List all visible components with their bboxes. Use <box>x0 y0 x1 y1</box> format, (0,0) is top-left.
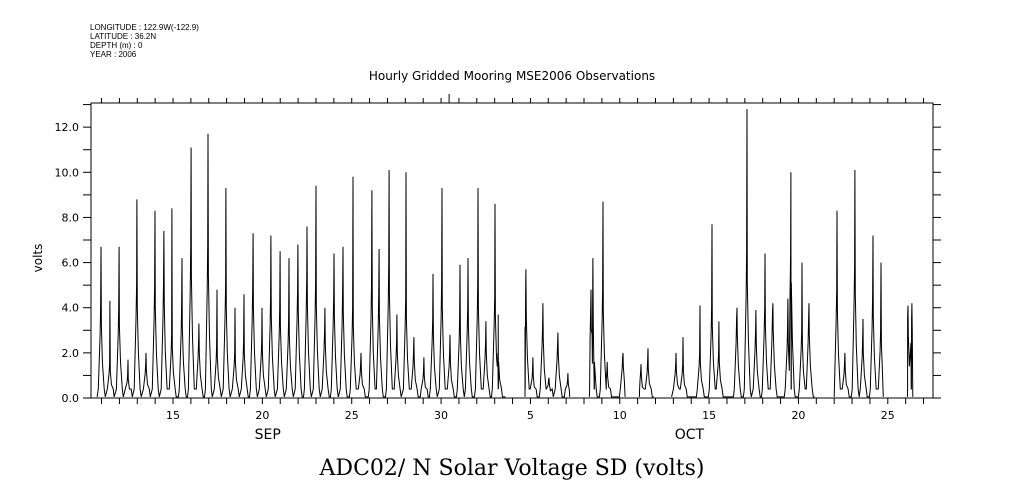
data-line-segment <box>671 109 815 398</box>
y-tick-label: 4.0 <box>62 302 80 315</box>
x-tick-label: 15 <box>702 409 716 422</box>
latitude-label: LATITUDE : 36.2N <box>90 32 156 41</box>
year-label: YEAR : 2006 <box>90 50 137 59</box>
data-line-segment <box>96 133 506 398</box>
longitude-label: LONGITUDE : 122.9W(-122.9) <box>90 23 199 32</box>
data-line-segment <box>524 269 571 398</box>
month-label: SEP <box>255 427 281 443</box>
y-tick-label: 8.0 <box>62 211 80 224</box>
y-tick-label: 12.0 <box>55 121 80 134</box>
data-line-segment <box>638 348 654 398</box>
data-line-segment <box>588 201 626 398</box>
data-line-segment <box>906 303 914 397</box>
data-line-segment <box>833 169 884 398</box>
x-tick-label: 25 <box>345 409 359 422</box>
x-tick-label: 10 <box>613 409 627 422</box>
y-tick-label: 0.0 <box>62 392 80 405</box>
y-tick-label: 2.0 <box>62 347 80 360</box>
x-tick-label: 20 <box>255 409 269 422</box>
x-tick-label: 30 <box>434 409 448 422</box>
depth-label: DEPTH (m) : 0 <box>90 41 143 50</box>
x-tick-label: 5 <box>527 409 534 422</box>
x-axis-title: ADC02/ N Solar Voltage SD (volts) <box>319 456 705 481</box>
plot-frame <box>90 102 934 399</box>
y-tick-label: 10.0 <box>55 166 80 179</box>
y-tick-label: 6.0 <box>62 257 80 270</box>
month-label: OCT <box>675 427 705 443</box>
x-tick-label: 15 <box>166 409 180 422</box>
y-axis-label: volts <box>31 244 45 273</box>
x-tick-label: 25 <box>881 409 895 422</box>
x-tick-label: 20 <box>791 409 805 422</box>
chart-title: Hourly Gridded Mooring MSE2006 Observati… <box>369 69 655 83</box>
